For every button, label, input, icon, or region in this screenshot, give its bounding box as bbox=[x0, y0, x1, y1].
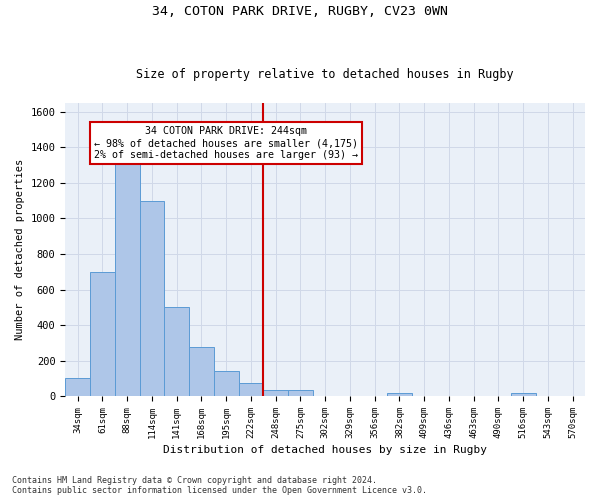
Bar bbox=[189, 347, 214, 396]
Bar bbox=[65, 378, 90, 396]
X-axis label: Distribution of detached houses by size in Rugby: Distribution of detached houses by size … bbox=[163, 445, 487, 455]
Bar bbox=[263, 390, 288, 396]
Bar bbox=[387, 394, 412, 396]
Bar bbox=[140, 200, 164, 396]
Bar bbox=[214, 371, 239, 396]
Bar bbox=[115, 160, 140, 396]
Text: Contains HM Land Registry data © Crown copyright and database right 2024.
Contai: Contains HM Land Registry data © Crown c… bbox=[12, 476, 427, 495]
Bar bbox=[164, 308, 189, 396]
Text: 34, COTON PARK DRIVE, RUGBY, CV23 0WN: 34, COTON PARK DRIVE, RUGBY, CV23 0WN bbox=[152, 5, 448, 18]
Bar bbox=[90, 272, 115, 396]
Bar bbox=[239, 383, 263, 396]
Y-axis label: Number of detached properties: Number of detached properties bbox=[15, 159, 25, 340]
Text: 34 COTON PARK DRIVE: 244sqm
← 98% of detached houses are smaller (4,175)
2% of s: 34 COTON PARK DRIVE: 244sqm ← 98% of det… bbox=[94, 126, 358, 160]
Bar bbox=[511, 392, 536, 396]
Title: Size of property relative to detached houses in Rugby: Size of property relative to detached ho… bbox=[136, 68, 514, 81]
Bar bbox=[288, 390, 313, 396]
